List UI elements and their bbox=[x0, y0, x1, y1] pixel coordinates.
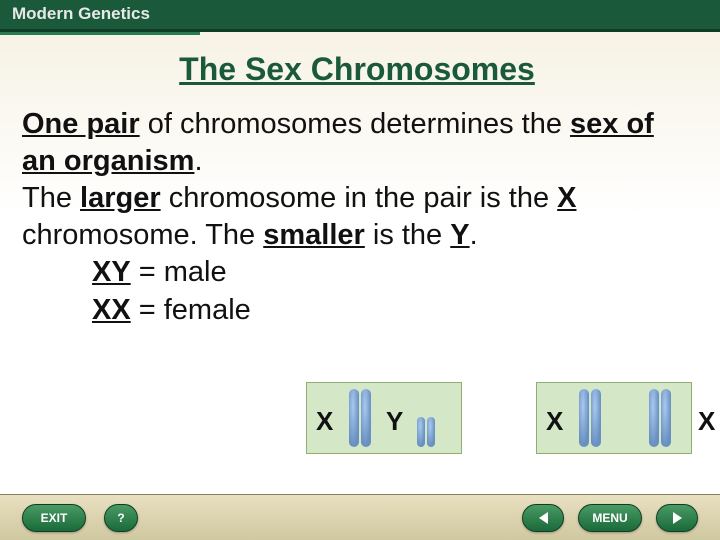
prev-button[interactable] bbox=[522, 504, 564, 532]
text-xy: XY bbox=[92, 256, 131, 288]
text-eq1b: = male bbox=[131, 256, 227, 288]
label-x-left: X bbox=[316, 406, 333, 437]
help-label: ? bbox=[117, 511, 124, 525]
chromo-x3-shape bbox=[649, 389, 659, 447]
footer-bar: EXIT ? MENU bbox=[0, 494, 720, 540]
chromo-y-shape bbox=[417, 417, 425, 447]
label-x-right1: X bbox=[546, 406, 563, 437]
text-2g: is the bbox=[365, 219, 450, 251]
paragraph-2: The larger chromosome in the pair is the… bbox=[22, 180, 692, 254]
text-2a: The bbox=[22, 182, 80, 214]
exit-button[interactable]: EXIT bbox=[22, 504, 86, 532]
text-x: X bbox=[557, 182, 576, 214]
text-2c: chromosome in the pair is the bbox=[161, 182, 558, 214]
chevron-left-icon bbox=[539, 512, 548, 524]
chromo-x2-shape-b bbox=[591, 389, 601, 447]
header-bar: Modern Genetics bbox=[0, 0, 720, 32]
exit-label: EXIT bbox=[41, 511, 68, 525]
equation-female: XX = female bbox=[92, 292, 692, 329]
chromo-x2-shape bbox=[579, 389, 589, 447]
chromo-y-shape-b bbox=[427, 417, 435, 447]
next-button[interactable] bbox=[656, 504, 698, 532]
text-y: Y bbox=[450, 219, 469, 251]
slide-content: The Sex Chromosomes One pair of chromoso… bbox=[0, 35, 720, 329]
menu-label: MENU bbox=[592, 511, 627, 525]
chromo-x-shape bbox=[349, 389, 359, 447]
text-smaller: smaller bbox=[263, 219, 365, 251]
menu-button[interactable]: MENU bbox=[578, 504, 642, 532]
text-eq2b: = female bbox=[131, 294, 251, 326]
chromo-x3-shape-b bbox=[661, 389, 671, 447]
text-2i: . bbox=[470, 219, 478, 251]
chromosome-diagram: X Y X X bbox=[306, 382, 706, 462]
chevron-right-icon bbox=[673, 512, 682, 524]
paragraph-1: One pair of chromosomes determines the s… bbox=[22, 106, 692, 180]
label-x-right2: X bbox=[698, 406, 715, 437]
chromo-x-shape-b bbox=[361, 389, 371, 447]
text-2e: chromosome. The bbox=[22, 219, 263, 251]
text-1b: of chromosomes determines the bbox=[140, 108, 570, 140]
text-xx: XX bbox=[92, 294, 131, 326]
equation-male: XY = male bbox=[92, 254, 692, 291]
text-larger: larger bbox=[80, 182, 161, 214]
text-1d: . bbox=[194, 145, 202, 177]
text-onepair: One pair bbox=[22, 108, 140, 140]
help-button[interactable]: ? bbox=[104, 504, 138, 532]
header-title: Modern Genetics bbox=[12, 4, 150, 23]
slide-title: The Sex Chromosomes bbox=[22, 51, 692, 88]
label-y-left: Y bbox=[386, 406, 403, 437]
